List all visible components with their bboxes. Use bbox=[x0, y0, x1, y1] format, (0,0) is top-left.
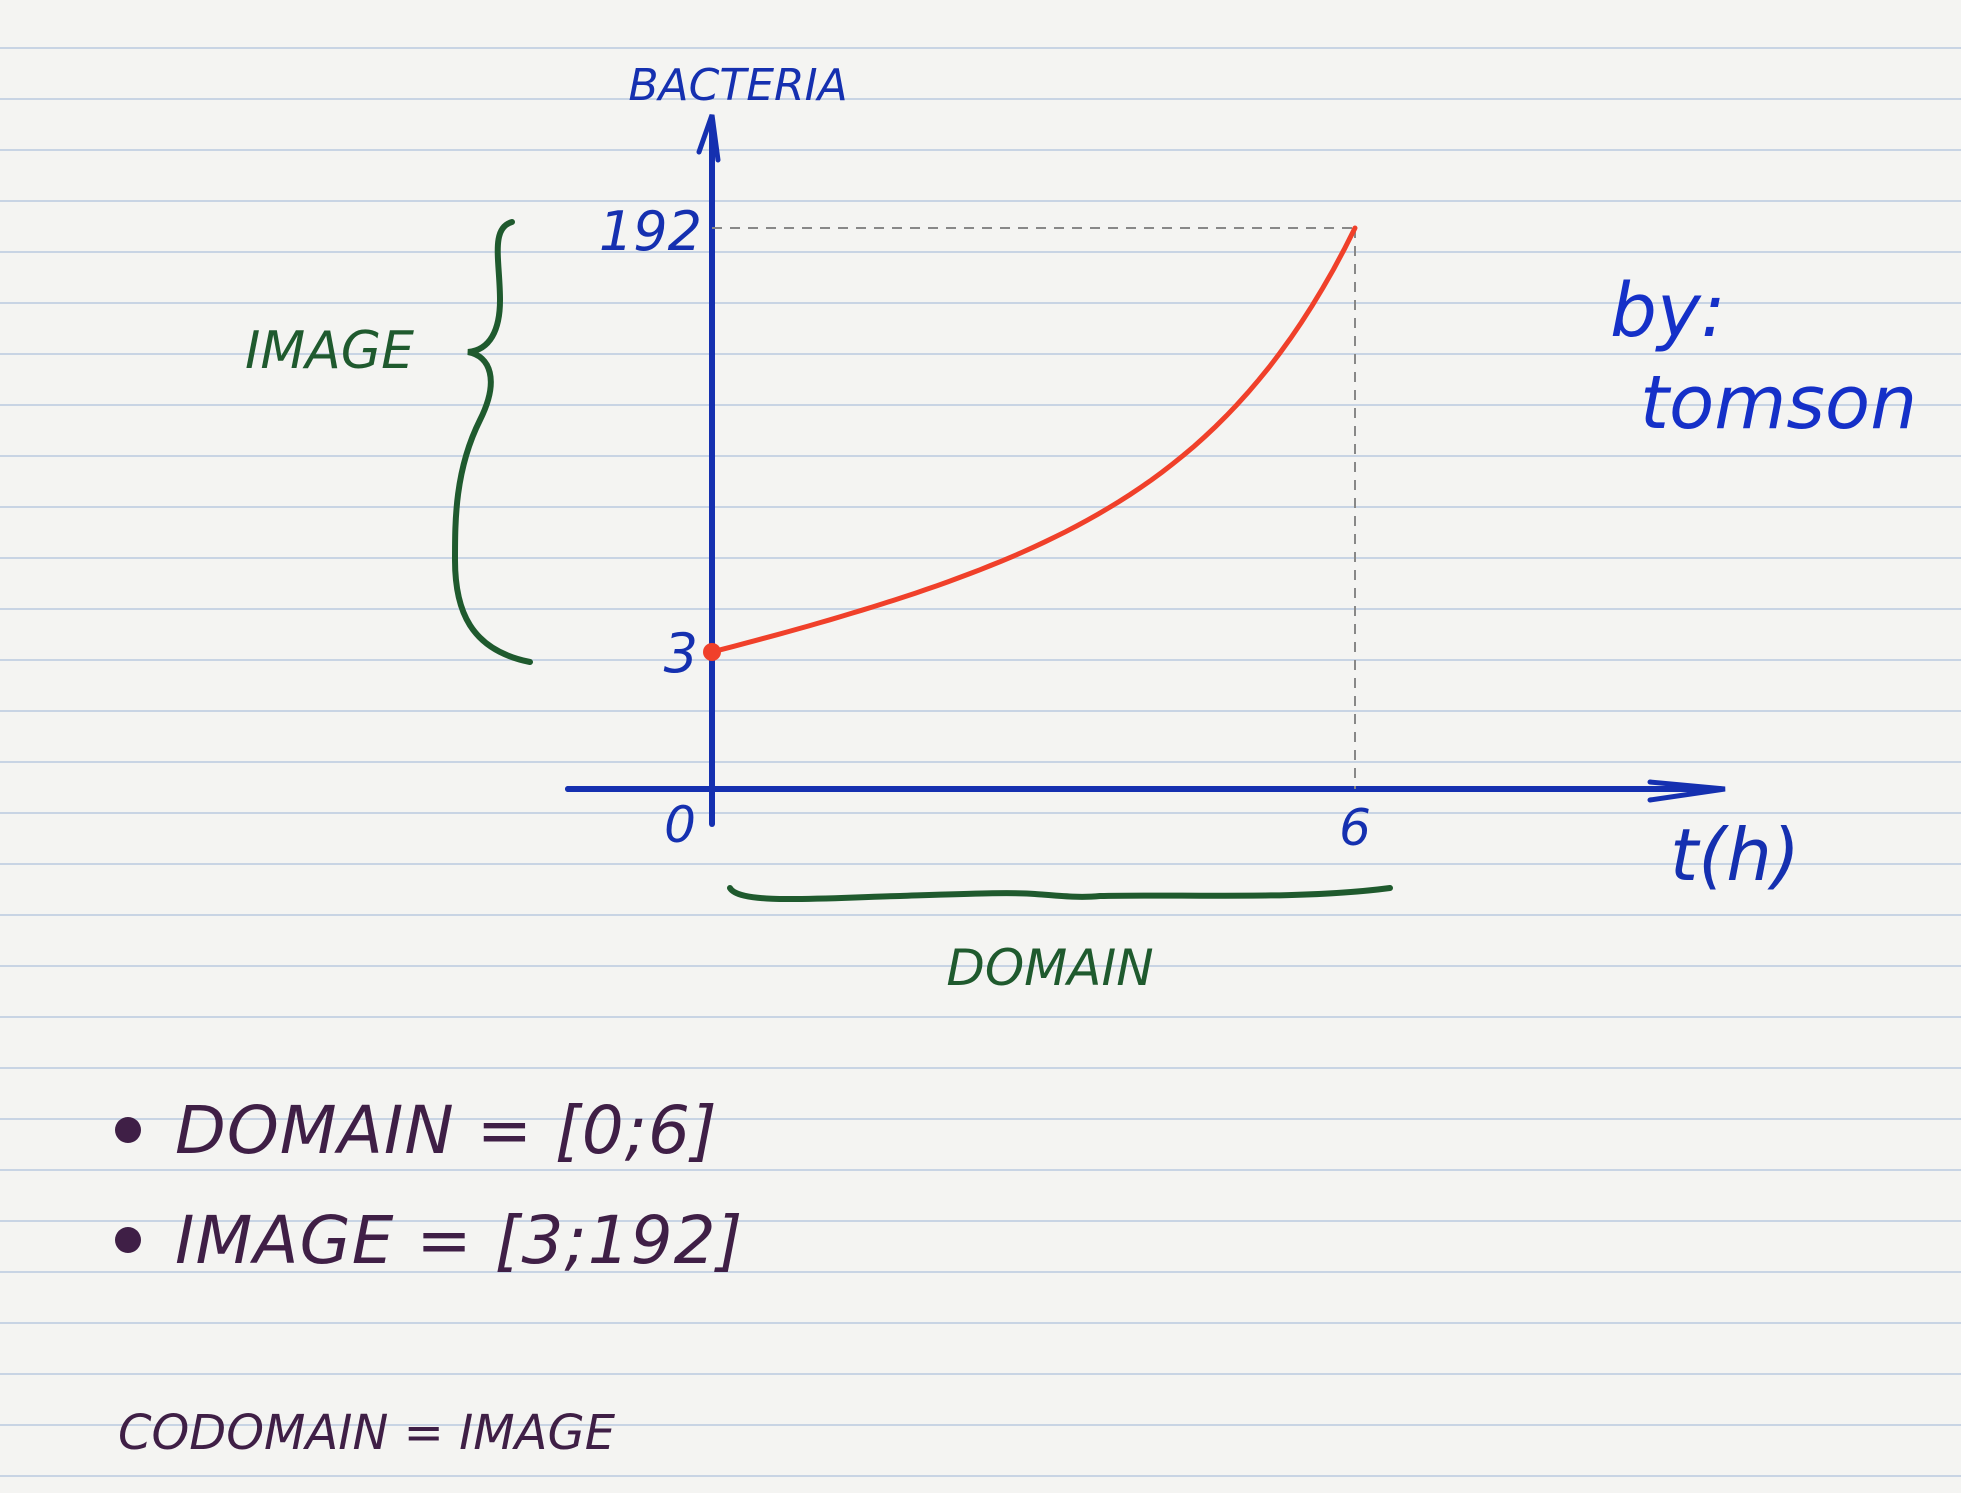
note-domain-eq: = bbox=[476, 1091, 534, 1169]
x-tick-label-0: 0 bbox=[664, 796, 696, 854]
y-tick-label-3: 3 bbox=[664, 622, 698, 685]
x-axis-arrowhead bbox=[1647, 779, 1726, 803]
domain-brace bbox=[727, 885, 1393, 903]
bullet-icon bbox=[115, 1117, 141, 1143]
image-brace bbox=[451, 219, 533, 665]
image-brace-label: IMAGE bbox=[245, 321, 414, 381]
note-domain-lhs: DOMAIN bbox=[175, 1091, 455, 1169]
y-tick-label-192: 192 bbox=[599, 200, 702, 263]
x-tick-label-6: 6 bbox=[1339, 799, 1371, 857]
domain-brace-label: DOMAIN bbox=[946, 939, 1153, 997]
series-line-bacteria bbox=[709, 225, 1358, 655]
codomain-note: CODOMAIN = IMAGE bbox=[118, 1405, 616, 1461]
author-signature: by: tomson bbox=[1610, 265, 1917, 449]
author-name: tomson bbox=[1640, 360, 1918, 446]
bullet-icon bbox=[115, 1227, 141, 1253]
note-image-lhs: IMAGE bbox=[175, 1201, 395, 1279]
note-domain-rhs: [0;6] bbox=[555, 1091, 718, 1169]
note-image-rhs: [3;192] bbox=[494, 1201, 744, 1279]
note-image-eq: = bbox=[416, 1201, 473, 1279]
y-axis-label: BACTERIA bbox=[628, 60, 847, 111]
x-axis-label: t(h) bbox=[1670, 813, 1800, 897]
start-point-marker bbox=[703, 643, 721, 661]
y-axis-arrowhead bbox=[696, 114, 721, 163]
note-image: IMAGE = [3;192] bbox=[115, 1185, 743, 1295]
note-domain: DOMAIN = [0;6] bbox=[115, 1075, 743, 1185]
notes-list: DOMAIN = [0;6] IMAGE = [3;192] bbox=[115, 1075, 743, 1295]
author-by-label: by: bbox=[1610, 268, 1726, 354]
